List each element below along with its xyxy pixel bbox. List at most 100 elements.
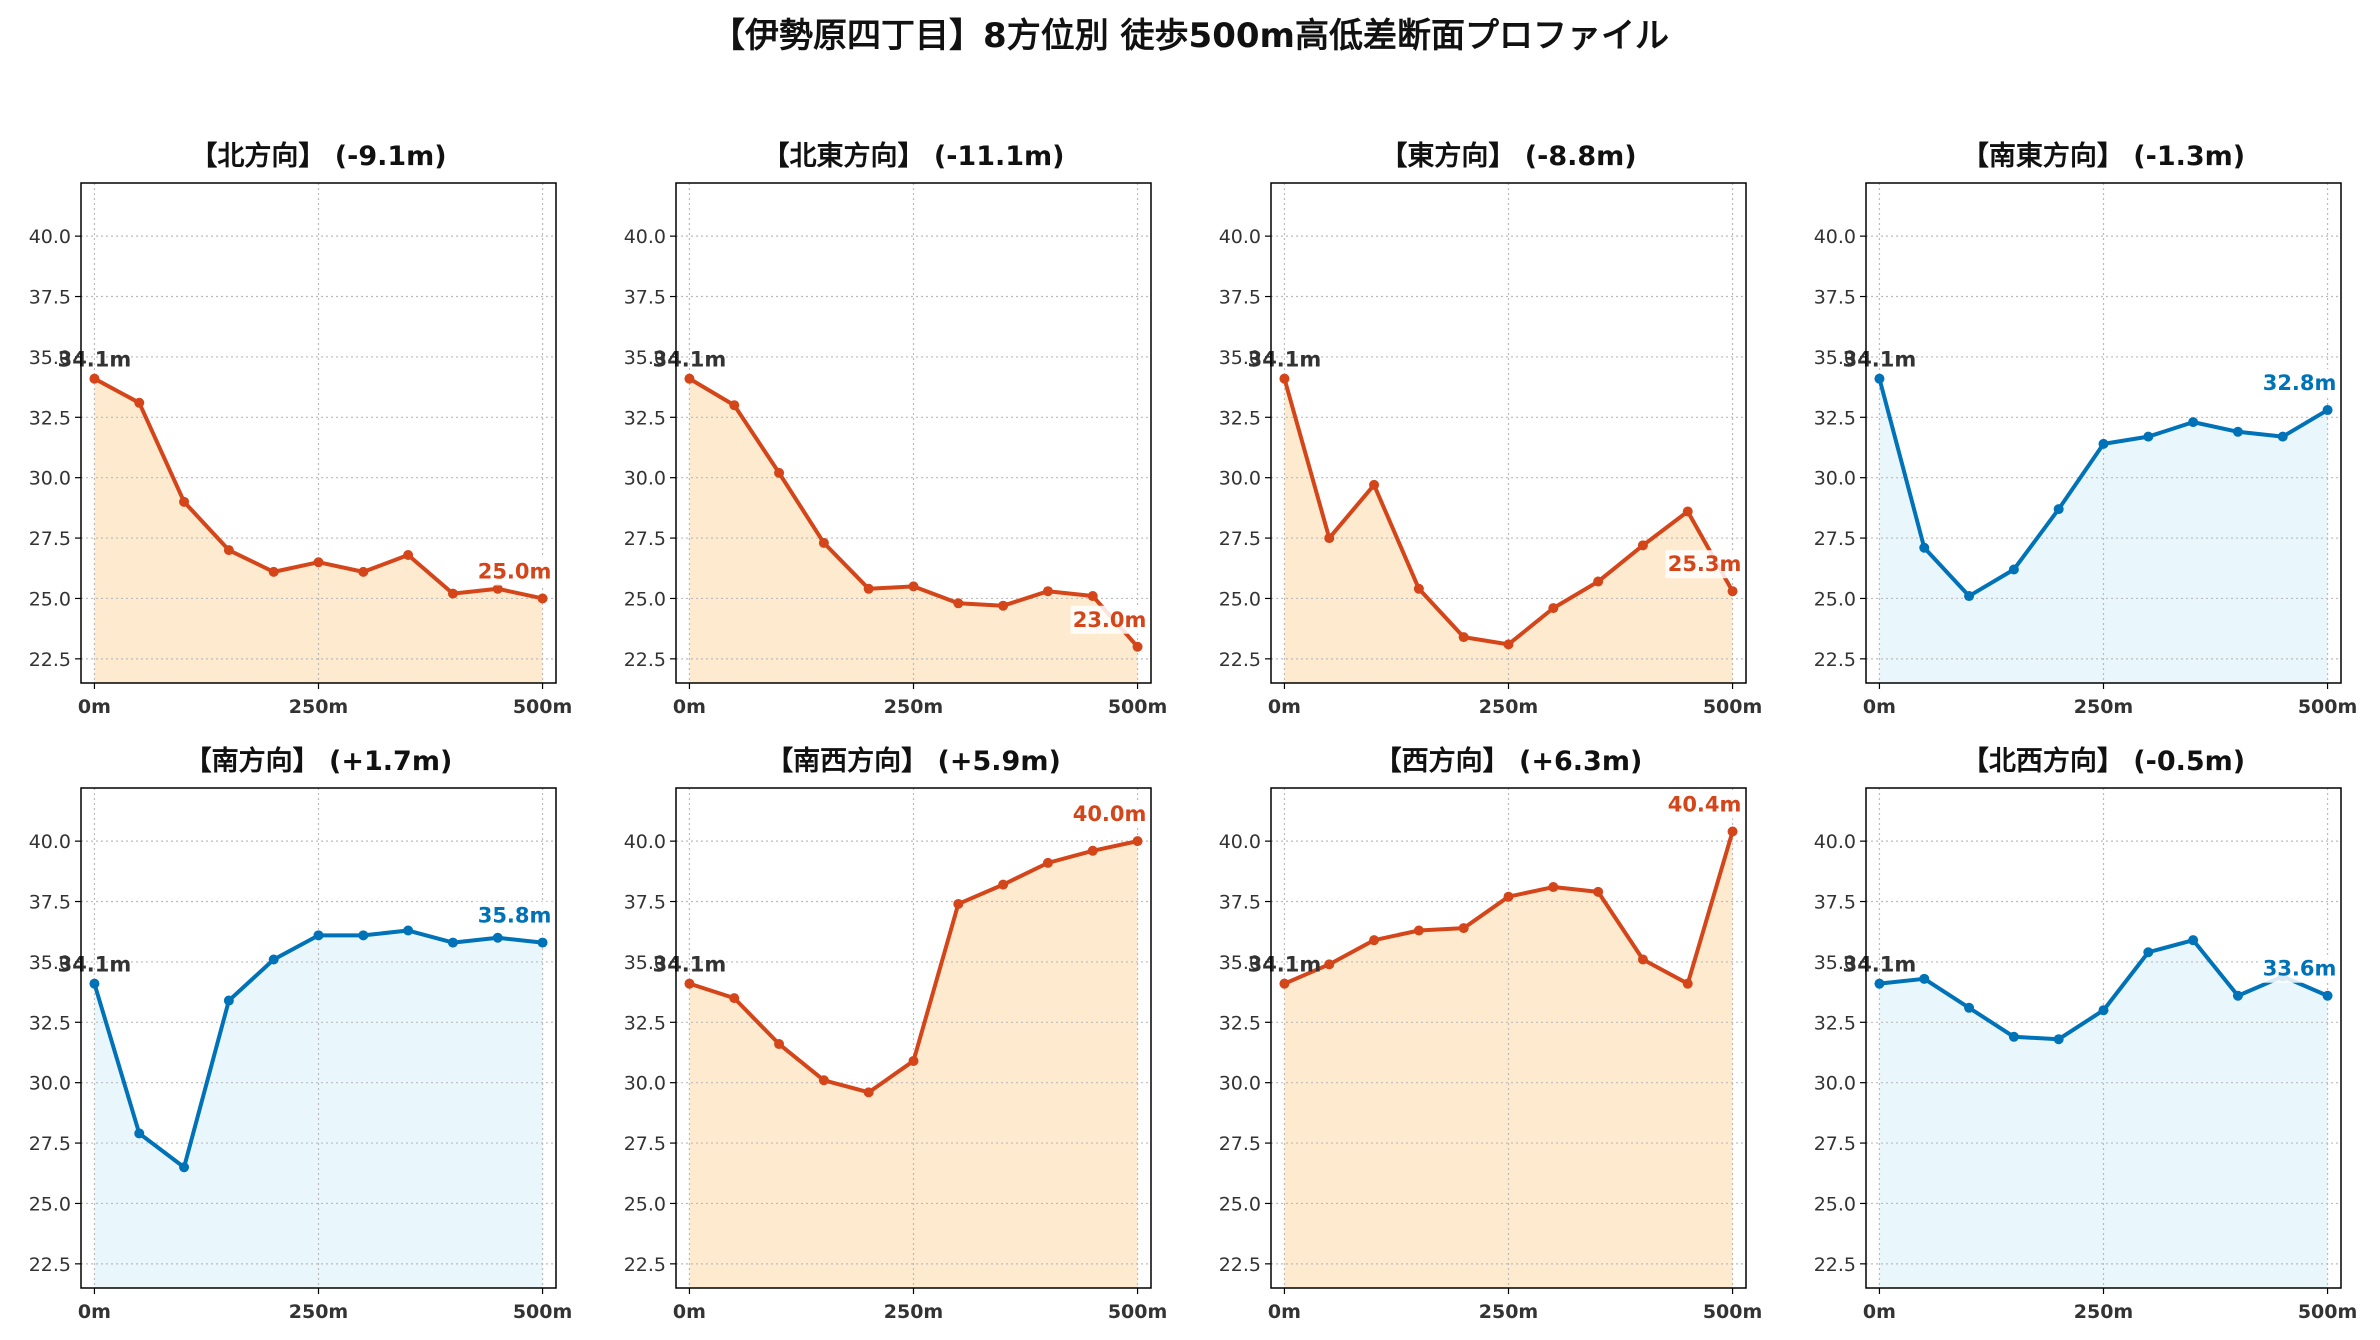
data-point (537, 593, 548, 604)
y-tick-label: 32.5 (29, 1012, 71, 1034)
x-tick-label: 0m (673, 696, 706, 718)
data-point (1964, 1002, 1975, 1013)
data-point (998, 600, 1009, 611)
data-point (447, 588, 458, 599)
y-tick-label: 37.5 (1219, 892, 1261, 914)
data-point (1593, 886, 1604, 897)
y-tick-label: 40.0 (1814, 226, 1856, 248)
y-tick-label: 35.0 (624, 952, 666, 974)
panel-title: 【北西方向】 (-0.5m) (1962, 745, 2245, 777)
chart-panel-7: 【北西方向】 (-0.5m) 22.5 25.0 27.5 30.0 32.5 35.0 37… (1814, 745, 2358, 1323)
y-tick-label: 32.5 (624, 407, 666, 429)
data-point (2098, 1005, 2109, 1016)
area-fill (94, 378, 543, 683)
panel-title: 【東方向】 (-8.8m) (1380, 140, 1636, 172)
data-point (313, 930, 324, 941)
data-point (1369, 935, 1380, 946)
data-point (134, 1128, 145, 1139)
y-tick-label: 30.0 (1219, 1073, 1261, 1095)
y-tick-label: 25.0 (624, 588, 666, 610)
data-point (998, 879, 1009, 890)
data-point (134, 397, 145, 408)
data-point (1637, 540, 1648, 551)
x-tick-label: 500m (2298, 696, 2357, 718)
y-tick-label: 27.5 (624, 528, 666, 550)
y-tick-label: 35.0 (1219, 952, 1261, 974)
data-point (684, 978, 695, 989)
data-point (774, 1039, 785, 1050)
data-point (1919, 542, 1930, 553)
data-point (268, 566, 279, 577)
end-value-label: 25.3m (1668, 552, 1742, 576)
data-point (1874, 373, 1885, 384)
data-point (1087, 845, 1098, 856)
x-tick-label: 250m (2074, 1301, 2133, 1323)
page-title: 【伊勢原四丁目】8方位別 徒歩500m高低差断面プロファイル (711, 16, 1669, 56)
y-tick-label: 27.5 (1219, 1133, 1261, 1155)
y-tick-label: 22.5 (624, 1254, 666, 1276)
data-point (2277, 431, 2288, 442)
data-point (2188, 935, 2199, 946)
y-tick-label: 25.0 (624, 1193, 666, 1215)
data-point (1682, 506, 1693, 517)
data-point (1458, 632, 1469, 643)
data-point (1042, 857, 1053, 868)
y-tick-label: 40.0 (1219, 226, 1261, 248)
data-point (537, 937, 548, 948)
data-point (908, 581, 919, 592)
x-tick-label: 250m (884, 696, 943, 718)
x-tick-label: 0m (78, 696, 111, 718)
y-tick-label: 30.0 (1219, 468, 1261, 490)
start-value-label: 34.1m (653, 953, 727, 977)
x-tick-label: 0m (673, 1301, 706, 1323)
y-tick-label: 27.5 (624, 1133, 666, 1155)
plot-frame (80, 787, 557, 1289)
end-value-label: 23.0m (1073, 608, 1147, 632)
data-point (2053, 1034, 2064, 1045)
y-tick-label: 35.0 (29, 347, 71, 369)
x-tick-label: 500m (513, 1301, 572, 1323)
y-tick-label: 32.5 (1219, 1012, 1261, 1034)
data-point (908, 1055, 919, 1066)
x-tick-label: 500m (1703, 696, 1762, 718)
data-point (1874, 978, 1885, 989)
data-point (313, 557, 324, 568)
data-point (89, 373, 100, 384)
y-tick-label: 32.5 (1814, 407, 1856, 429)
y-tick-label: 37.5 (1814, 892, 1856, 914)
y-tick-label: 37.5 (29, 892, 71, 914)
y-tick-label: 27.5 (1814, 528, 1856, 550)
y-tick-label: 22.5 (1814, 1254, 1856, 1276)
chart-panel-1: 【北東方向】 (-11.1m)22.525.027.530.032.535.03… (624, 140, 1168, 718)
data-point (1132, 641, 1143, 652)
data-point (774, 467, 785, 478)
y-tick-label: 35.0 (1814, 347, 1856, 369)
area-fill (1879, 378, 2328, 683)
plot-frame (675, 787, 1152, 1289)
data-point (1413, 583, 1424, 594)
data-point (1458, 923, 1469, 934)
start-value-label: 34.1m (58, 953, 132, 977)
y-tick-label: 27.5 (1814, 1133, 1856, 1155)
x-tick-label: 500m (1108, 1301, 1167, 1323)
y-tick-label: 25.0 (1219, 588, 1261, 610)
x-tick-label: 500m (1703, 1301, 1762, 1323)
plot-frame (675, 182, 1152, 684)
chart-panel-6: 【西方向】 (+6.3m) 22.5 25.0 27.5 30.0 32.5 35.0 37.… (1219, 745, 1763, 1323)
panel-title: 【南東方向】 (-1.3m) (1962, 140, 2245, 172)
y-tick-label: 40.0 (29, 226, 71, 248)
data-point (403, 925, 414, 936)
x-tick-label: 250m (1479, 1301, 1538, 1323)
x-tick-label: 500m (513, 696, 572, 718)
data-point (1087, 591, 1098, 602)
plot-frame (80, 182, 557, 684)
y-tick-label: 25.0 (1814, 1193, 1856, 1215)
start-value-label: 34.1m (1248, 953, 1322, 977)
end-value-label: 35.8m (478, 904, 552, 928)
y-tick-label: 22.5 (1219, 649, 1261, 671)
y-tick-label: 30.0 (1814, 468, 1856, 490)
y-tick-label: 35.0 (1219, 347, 1261, 369)
data-point (1324, 533, 1335, 544)
data-point (358, 930, 369, 941)
data-point (492, 932, 503, 943)
